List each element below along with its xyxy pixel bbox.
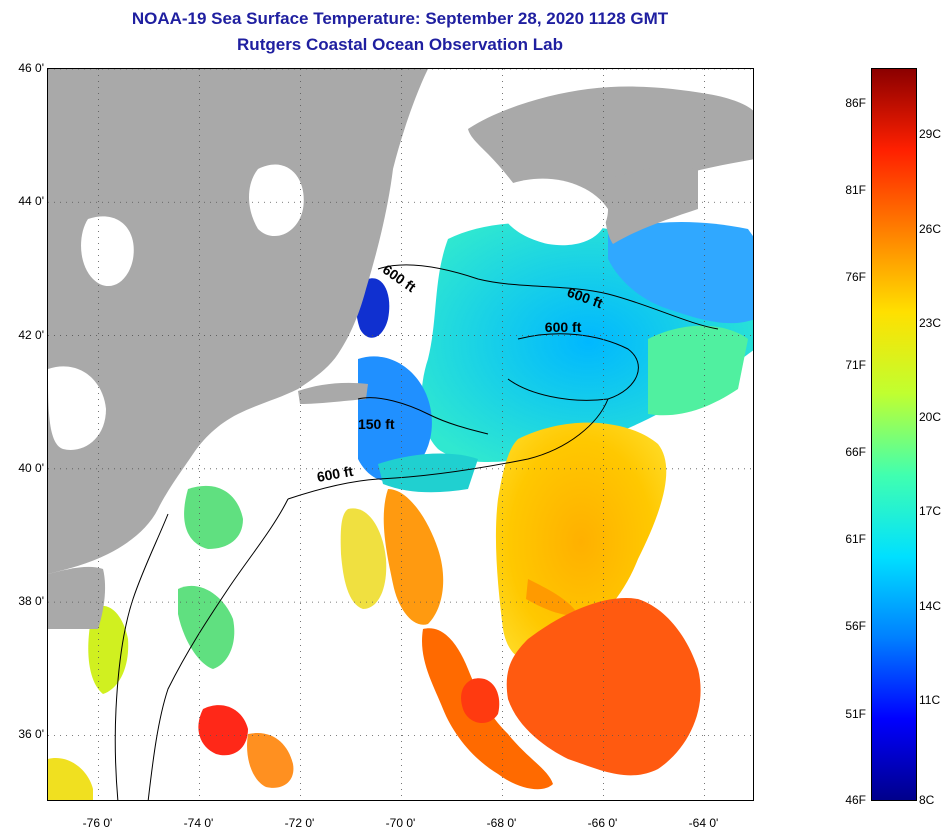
celsius-tick-label: 11C: [919, 692, 941, 707]
sst-patches: [48, 89, 753, 800]
celsius-tick-label: 14C: [919, 598, 942, 613]
contour-600ft-shelf-break: [147, 398, 609, 800]
lat-tick-label: 46 0': [18, 61, 44, 75]
contour-600ft-gulf: [377, 264, 719, 330]
fahrenheit-tick-label: 61F: [845, 532, 866, 547]
cloud-southwest: [48, 366, 106, 450]
fahrenheit-tick-label: 51F: [845, 706, 866, 721]
fahrenheit-tick-label: 46F: [845, 793, 866, 807]
lon-tick-label: -64 0': [688, 816, 719, 830]
contour-600ft-georges: [507, 333, 639, 401]
lat-tick-label: 42 0': [18, 327, 44, 342]
sst-yellow-south: [48, 758, 93, 800]
cloud-masks: [48, 164, 608, 450]
sst-yellow-slope: [340, 508, 387, 609]
lat-tick-label: 44 0': [18, 194, 44, 209]
celsius-tick-label: 8C: [919, 793, 935, 807]
sst-green-shelf: [648, 325, 748, 416]
fahrenheit-tick-label: 71F: [845, 357, 866, 372]
celsius-tick-label: 23C: [919, 315, 942, 330]
temperature-colorbar: [871, 68, 917, 801]
celsius-tick-label: 17C: [919, 504, 942, 519]
sst-orange-filament: [526, 579, 578, 616]
lat-tick-label: 40 0': [18, 460, 44, 475]
fahrenheit-tick-label: 86F: [845, 95, 866, 110]
lat-tick-label: 36 0': [18, 727, 44, 742]
sst-orange-slope: [383, 489, 444, 625]
lon-tick-label: -74 0': [183, 816, 214, 830]
sst-green-va-shelf: [178, 585, 235, 669]
map-subtitle: Rutgers Coastal Ocean Observation Lab: [237, 35, 563, 54]
cloud-north-land: [81, 216, 134, 287]
sst-map[interactable]: 600 ft 600 ft 600 ft 150 ft 600 ft: [47, 68, 754, 801]
map-title: NOAA-19 Sea Surface Temperature: Septemb…: [131, 9, 669, 28]
sst-red-hatteras: [198, 705, 248, 756]
sst-orange-hatteras: [247, 733, 294, 788]
cloud-bay-of-fundy: [497, 178, 608, 246]
sst-coastal-blue: [358, 356, 432, 482]
cloud-interior: [249, 164, 304, 237]
celsius-tick-label: 26C: [919, 221, 942, 236]
lon-tick-label: -72 0': [284, 816, 315, 830]
lat-tick-label: 38 0': [18, 594, 44, 609]
fahrenheit-tick-label: 81F: [845, 183, 866, 198]
sst-green-nj-shelf: [184, 485, 243, 549]
contour-150ft: [357, 397, 489, 435]
contour-label: 600 ft: [545, 319, 582, 335]
lon-tick-label: -70 0': [385, 816, 416, 830]
land-long-island: [298, 382, 368, 404]
celsius-tick-label: 29C: [919, 127, 942, 142]
fahrenheit-tick-label: 66F: [845, 444, 866, 459]
land-cape-breton: [604, 167, 698, 244]
sst-blue-northeast: [608, 222, 753, 324]
celsius-tick-label: 20C: [919, 410, 942, 425]
sst-teal-nearshore: [378, 453, 478, 493]
land-masses: [48, 69, 753, 629]
sst-red-hotspot: [461, 678, 500, 724]
contour-label: 600 ft: [316, 463, 355, 485]
contour-shelf-inner: [114, 513, 169, 800]
lon-tick-label: -76 0': [82, 816, 113, 830]
sst-red-southeast: [506, 598, 701, 776]
contour-label: 150 ft: [358, 416, 395, 432]
grid-lines: [48, 69, 753, 800]
bathymetry-contours: [114, 264, 719, 800]
lon-tick-label: -68 0': [486, 816, 517, 830]
land-mainland: [48, 69, 428, 574]
lon-tick-label: -66 0': [587, 816, 618, 830]
fahrenheit-tick-label: 56F: [845, 619, 866, 634]
land-delmarva: [48, 566, 106, 629]
fahrenheit-tick-label: 76F: [845, 270, 866, 285]
